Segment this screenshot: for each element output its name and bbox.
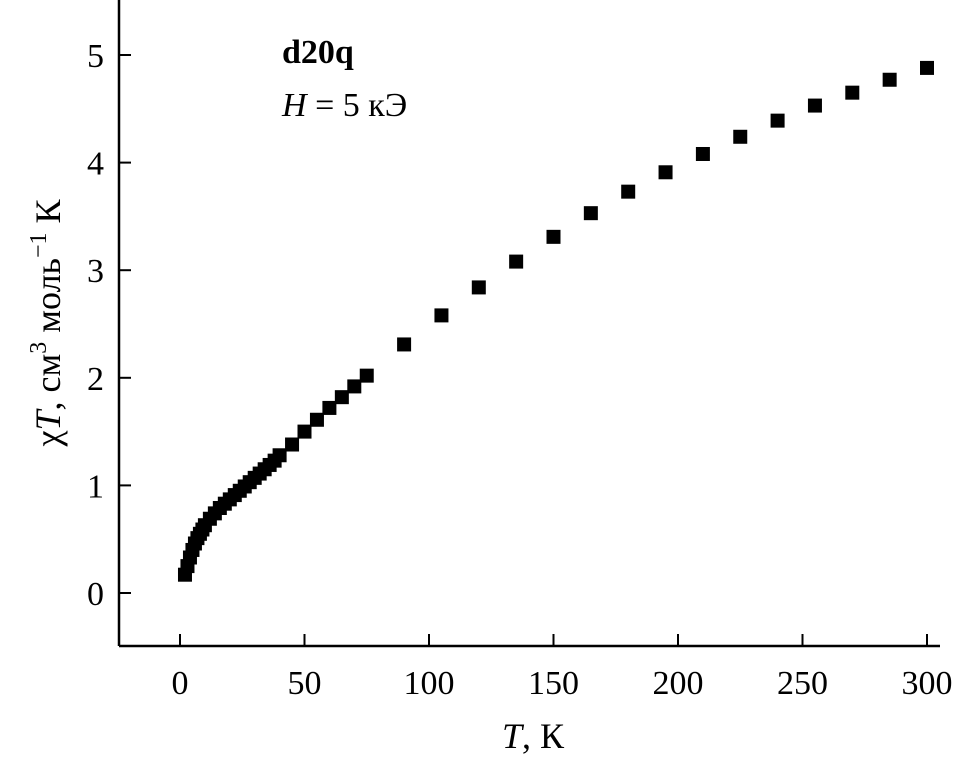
- x-tick-label: 200: [653, 665, 704, 702]
- data-point: [920, 60, 934, 75]
- data-point: [297, 424, 312, 439]
- data-point: [658, 165, 673, 180]
- data-point: [695, 146, 710, 161]
- x-tick-label: 0: [172, 665, 189, 702]
- data-point: [347, 379, 362, 394]
- y-tick-label: 4: [87, 146, 104, 183]
- data-point: [272, 448, 287, 463]
- data-point: [309, 412, 324, 427]
- data-point: [770, 113, 785, 128]
- data-point: [882, 72, 897, 87]
- data-point: [733, 129, 748, 144]
- data-point: [359, 368, 374, 383]
- data-point: [621, 184, 636, 199]
- x-axis-label: T, К: [502, 716, 565, 756]
- annotation-sample: d20q: [282, 34, 354, 71]
- data-point: [845, 85, 860, 100]
- data-point: [322, 400, 337, 415]
- data-point: [434, 308, 449, 323]
- y-tick-label: 3: [87, 253, 104, 290]
- y-tick-label: 2: [87, 361, 104, 398]
- data-point: [546, 229, 561, 244]
- data-point: [285, 437, 300, 452]
- data-point: [509, 254, 524, 269]
- x-tick-label: 150: [528, 665, 579, 702]
- data-points: [177, 60, 934, 582]
- y-tick-label: 0: [87, 576, 104, 613]
- x-tick-label: 50: [288, 665, 322, 702]
- data-point: [334, 390, 349, 405]
- y-axis-label: χT, см3 моль−1 К: [26, 198, 68, 447]
- x-tick-label: 100: [404, 665, 455, 702]
- data-point: [807, 98, 822, 113]
- y-tick-label: 5: [87, 38, 104, 75]
- x-ticks: 0 50 100 150 200 250 300: [172, 634, 953, 702]
- x-tick-label: 300: [902, 665, 953, 702]
- y-ticks: 0 1 2 3 4 5: [87, 38, 131, 613]
- data-point: [583, 206, 598, 221]
- data-point: [471, 280, 486, 295]
- y-tick-label: 1: [87, 468, 104, 505]
- data-point: [397, 337, 412, 352]
- x-tick-label: 250: [777, 665, 828, 702]
- axes: [117, 0, 940, 648]
- annotation-field: H = 5 кЭ: [281, 87, 407, 124]
